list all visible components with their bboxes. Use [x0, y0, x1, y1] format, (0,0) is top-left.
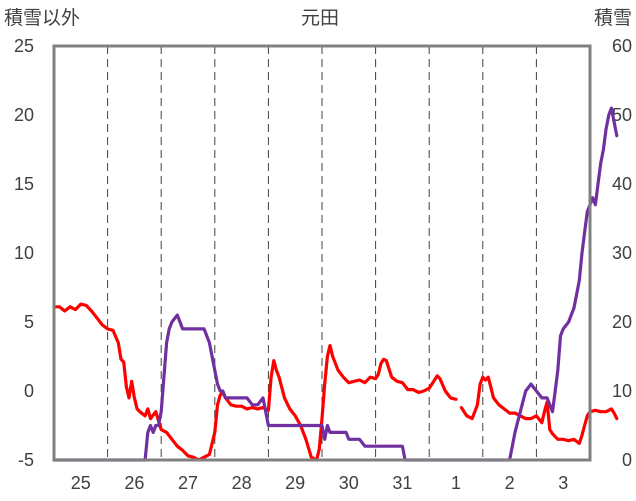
- right-y-tick-label: 20: [612, 312, 632, 332]
- left-y-tick-label: 20: [14, 105, 34, 125]
- left-y-tick-label: 25: [14, 36, 34, 56]
- right-y-tick-label: 10: [612, 381, 632, 401]
- right-y-tick-label: 0: [622, 450, 632, 470]
- x-tick-label: 30: [339, 473, 359, 493]
- right-y-tick-label: 50: [612, 105, 632, 125]
- right-y-tick-label: 30: [612, 243, 632, 263]
- chart-title: 元田: [301, 8, 339, 29]
- right-y-tick-label: 60: [612, 36, 632, 56]
- plot-frame: [52, 44, 592, 462]
- x-tick-label: 3: [558, 473, 568, 493]
- left-y-tick-labels: -5 0 5 10 15 20 25: [14, 36, 34, 470]
- left-axis-label: 積雪以外: [4, 7, 80, 29]
- left-y-tick-label: 0: [24, 381, 34, 401]
- vertical-gridlines: [107, 46, 537, 460]
- right-y-tick-labels: 0 10 20 30 40 50 60: [612, 36, 632, 470]
- x-tick-label: 28: [232, 473, 252, 493]
- right-y-tick-label: 40: [612, 174, 632, 194]
- series-line-right-axis: [52, 106, 619, 462]
- x-tick-label: 2: [505, 473, 515, 493]
- x-tick-label: 25: [71, 473, 91, 493]
- series-lines: [52, 106, 619, 462]
- x-tick-label: 1: [451, 473, 461, 493]
- right-axis-label: 積雪: [594, 7, 632, 29]
- x-tick-label: 29: [285, 473, 305, 493]
- left-y-tick-label: 10: [14, 243, 34, 263]
- left-y-tick-label: 15: [14, 174, 34, 194]
- left-y-tick-label: 5: [24, 312, 34, 332]
- x-tick-label: 26: [124, 473, 144, 493]
- x-tick-labels: 25 26 27 28 29 30 31 1 2 3: [71, 473, 568, 493]
- x-tick-label: 31: [392, 473, 412, 493]
- left-y-tick-label: -5: [18, 450, 34, 470]
- series-line-left-axis: [52, 302, 619, 462]
- x-tick-label: 27: [178, 473, 198, 493]
